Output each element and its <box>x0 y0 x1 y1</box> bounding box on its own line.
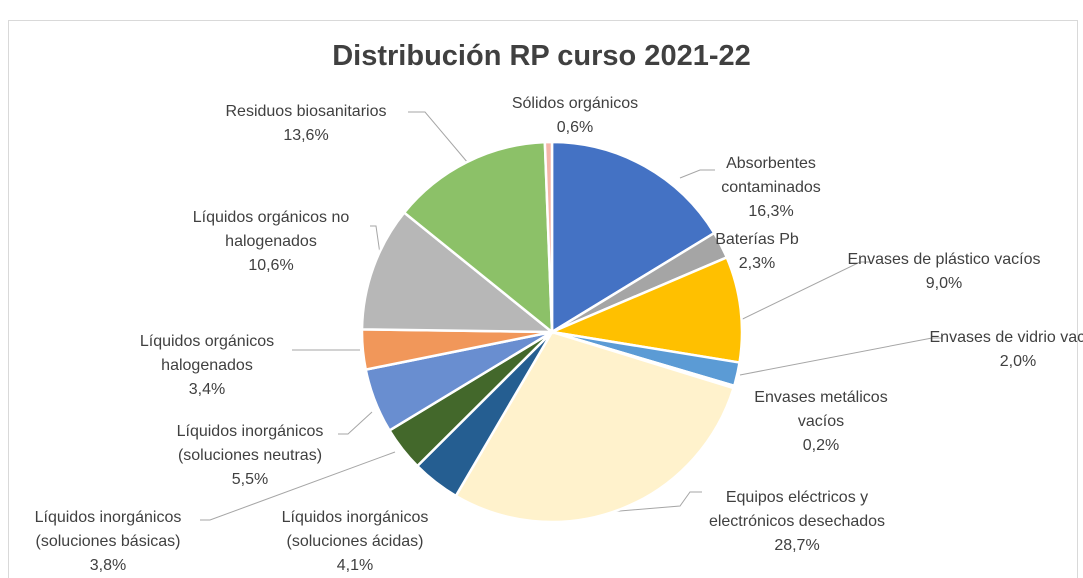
slice-label: Líquidos inorgánicos (soluciones básicas… <box>13 506 203 578</box>
value-label: 9,0% <box>925 275 963 292</box>
slice-label: Sólidos orgánicos 0,6% <box>495 92 655 140</box>
value-label: 0,6% <box>556 119 594 136</box>
category-name: Líquidos orgánicos halogenados <box>139 333 275 374</box>
value-label: 3,4% <box>188 381 226 398</box>
category-name: Equipos eléctricos y electrónicos desech… <box>708 489 886 530</box>
category-name: Envases de vidrio vacíos <box>929 329 1083 346</box>
slice-label: Residuos biosanitarios 13,6% <box>196 100 416 148</box>
value-label: 2,3% <box>738 255 776 272</box>
slice-label: Equipos eléctricos y electrónicos desech… <box>697 486 897 558</box>
slice-label: Líquidos inorgánicos (soluciones neutras… <box>155 420 345 492</box>
value-label: 5,5% <box>231 471 269 488</box>
slice-label: Líquidos orgánicos halogenados 3,4% <box>112 330 302 402</box>
category-name: Líquidos inorgánicos (soluciones básicas… <box>34 509 182 550</box>
slice-label: Líquidos inorgánicos (soluciones ácidas)… <box>270 506 440 578</box>
category-name: Líquidos inorgánicos (soluciones ácidas) <box>281 509 429 550</box>
slice-label: Absorbentes contaminados 16,3% <box>701 152 841 224</box>
leader-lines <box>200 111 942 521</box>
slice-label: Envases de plástico vacíos 9,0% <box>844 248 1044 296</box>
pie-slice <box>543 140 554 333</box>
value-label: 2,0% <box>999 353 1037 370</box>
chart-title: Distribución RP curso 2021-22 <box>332 40 751 72</box>
category-name: Envases metálicos vacíos <box>754 389 888 430</box>
value-label: 0,2% <box>802 437 840 454</box>
leader-line <box>607 491 702 513</box>
value-label: 13,6% <box>283 127 329 144</box>
pie-slice <box>550 140 716 335</box>
pie-slice <box>547 255 744 365</box>
category-name: Baterías Pb <box>715 231 799 248</box>
slice-label: Envases de vidrio vacíos 2,0% <box>918 326 1083 374</box>
slice-label: Líquidos orgánicos no halogenados 10,6% <box>161 206 381 278</box>
value-label: 10,6% <box>248 257 294 274</box>
value-label: 4,1% <box>336 557 374 574</box>
slice-label: Baterías Pb 2,3% <box>702 228 812 276</box>
leader-line <box>679 169 715 179</box>
category-name: Envases de plástico vacíos <box>847 251 1041 268</box>
category-name: Sólidos orgánicos <box>511 95 639 112</box>
category-name: Absorbentes contaminados <box>721 155 821 196</box>
slice-label: Envases metálicos vacíos 0,2% <box>736 386 906 458</box>
value-label: 16,3% <box>748 203 794 220</box>
value-label: 3,8% <box>89 557 127 574</box>
chart-frame <box>8 20 1078 578</box>
category-name: Residuos biosanitarios <box>225 103 387 120</box>
leader-line <box>338 411 373 435</box>
leader-line <box>719 261 870 331</box>
leader-line <box>739 337 942 376</box>
pie-slice <box>360 210 556 334</box>
value-label: 28,7% <box>774 537 820 554</box>
leader-line <box>200 451 396 521</box>
leader-line <box>408 111 469 164</box>
pie-slice <box>402 140 554 335</box>
category-name: Líquidos orgánicos no halogenados <box>192 209 350 250</box>
category-name: Líquidos inorgánicos (soluciones neutras… <box>176 423 324 464</box>
